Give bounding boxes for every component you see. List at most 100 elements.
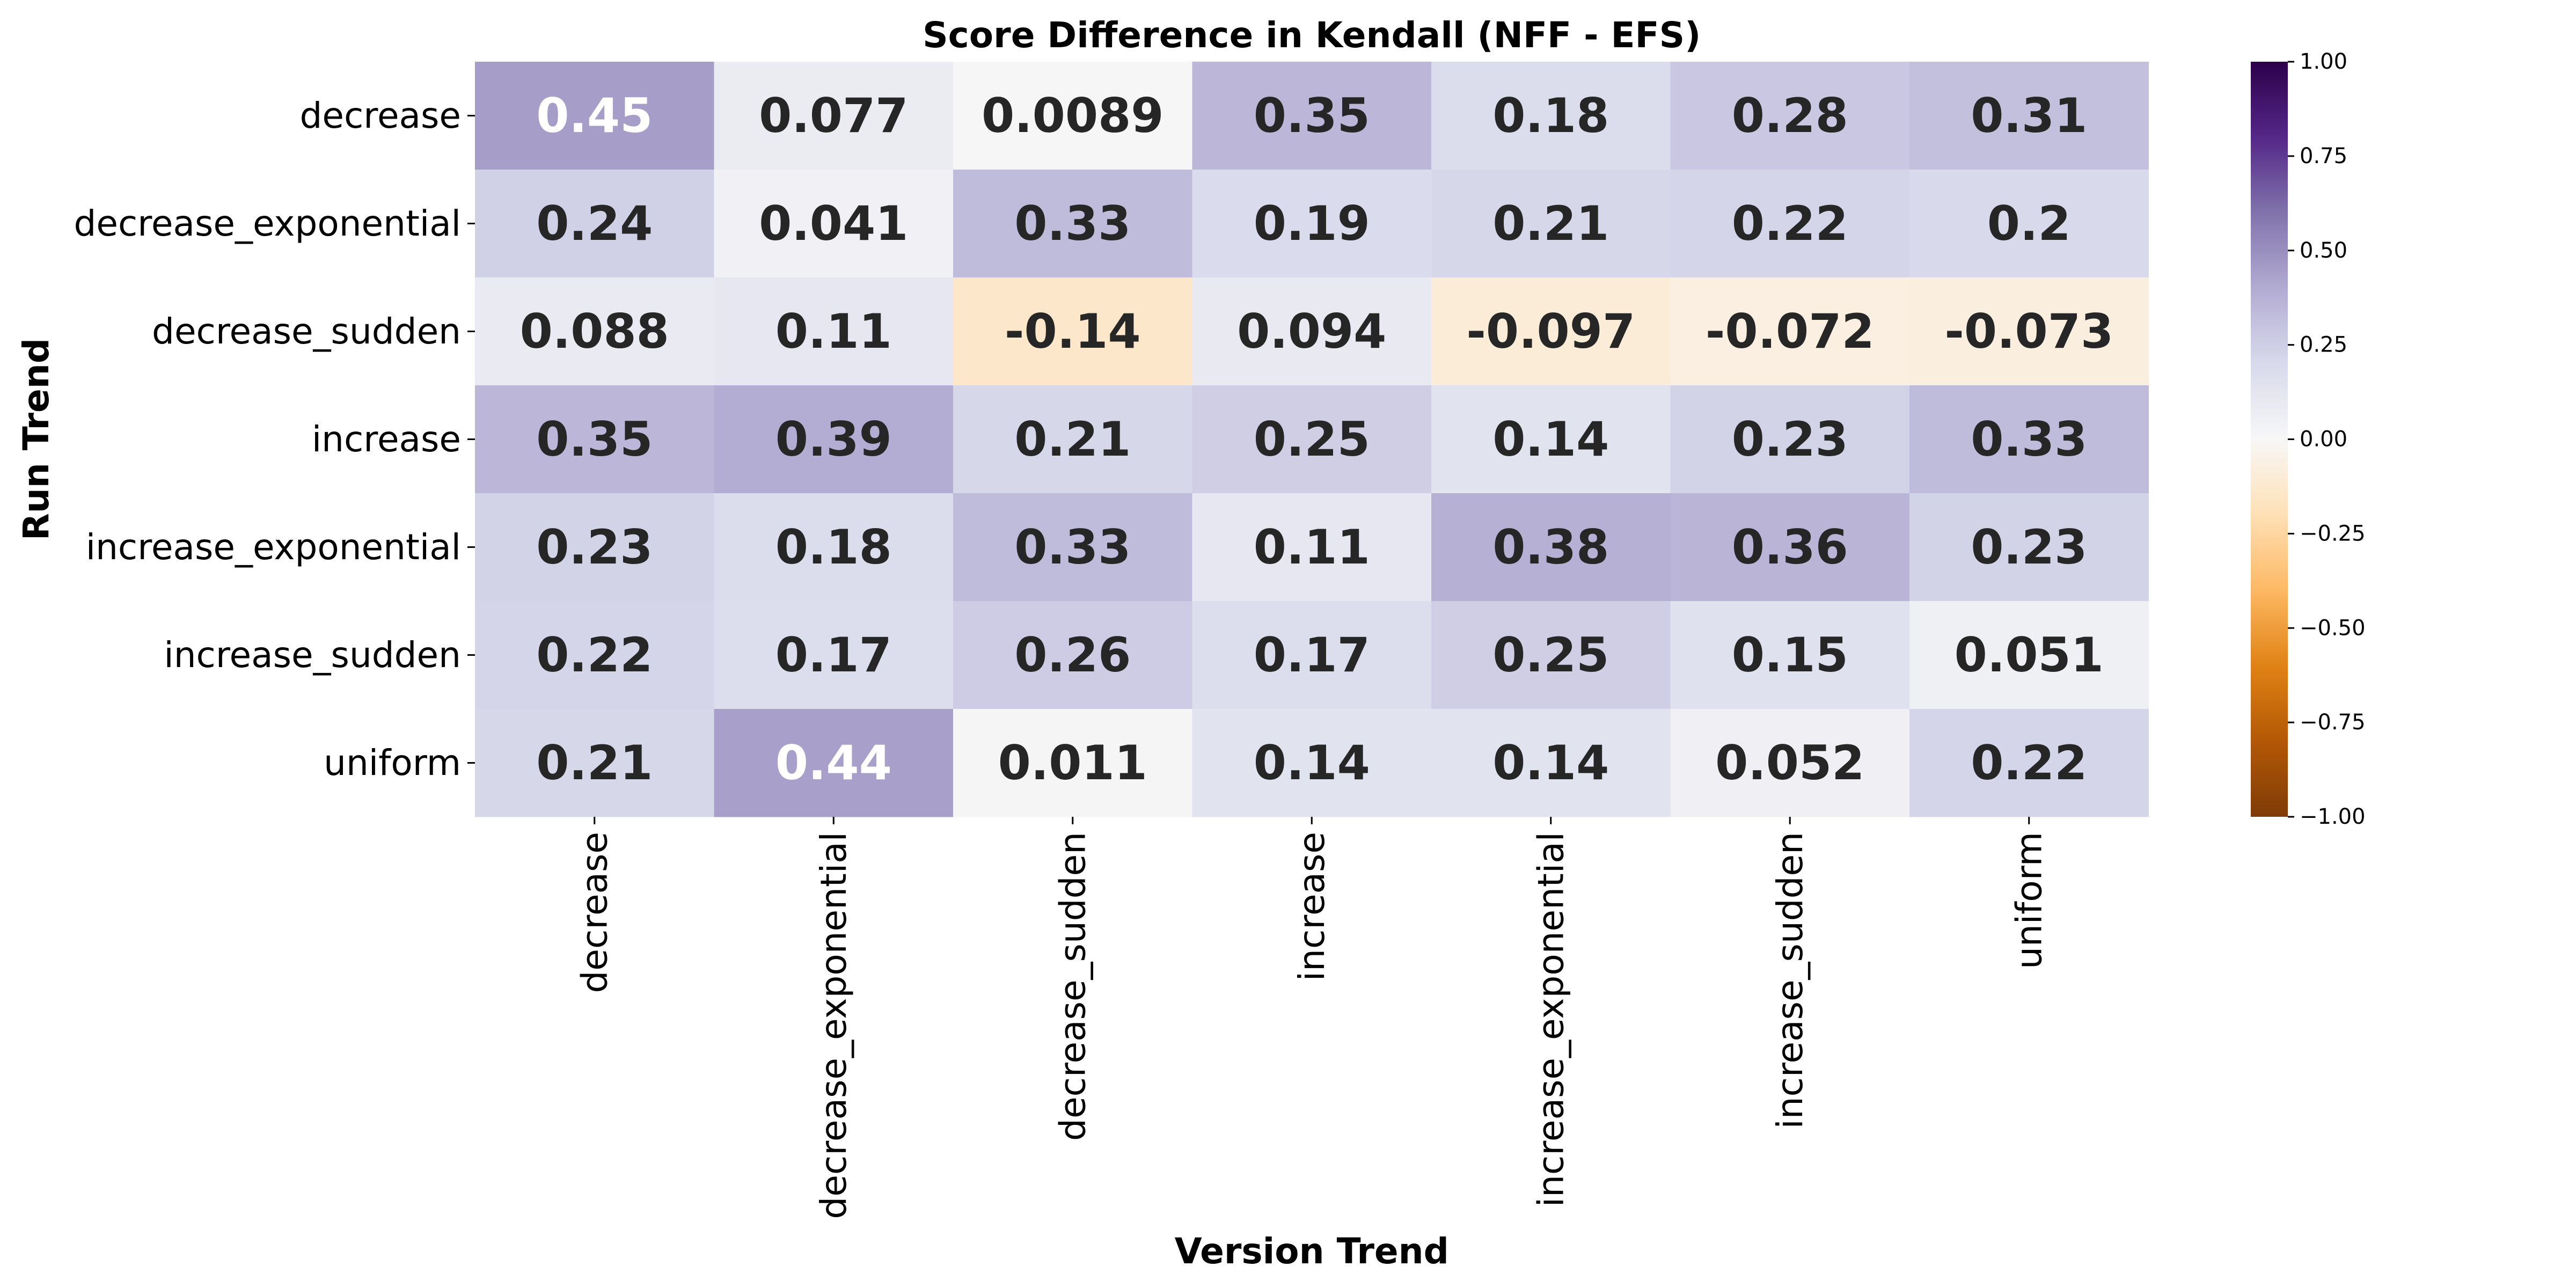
cell-value-label: 0.44 — [775, 735, 892, 791]
x-axis: decrease decrease_exponential decrease_sud… — [574, 817, 2050, 1219]
colorbar-gradient — [2251, 62, 2288, 817]
x-tick-label: decrease_sudden — [1052, 832, 1093, 1141]
heatmap-cell — [1192, 62, 1432, 170]
cell-value-label: 0.14 — [1492, 735, 1609, 791]
heatmap-cell — [953, 170, 1192, 278]
cell-value-label: 0.23 — [1732, 412, 1848, 467]
cell-value-label: 0.28 — [1732, 88, 1848, 143]
colorbar-tick-label: −0.75 — [2300, 710, 2366, 735]
cell-value-label: 0.25 — [1254, 412, 1370, 467]
heatmap-cell — [1431, 170, 1671, 278]
cell-value-label: 0.31 — [1971, 88, 2087, 143]
heatmap-cell — [1909, 709, 2149, 817]
heatmap-cell — [714, 385, 954, 494]
colorbar-tick-label: 0.25 — [2300, 333, 2347, 357]
heatmap-cell — [1670, 493, 1910, 602]
heatmap-cell — [1909, 170, 2149, 278]
heatmap-cell — [1431, 277, 1671, 386]
heatmap-cell — [1192, 385, 1432, 494]
heatmap-cell — [475, 601, 714, 709]
colorbar: 1.00 0.75 0.50 0.25 0.00 −0.25 −0.50 −0.75 −1.00 — [2251, 49, 2366, 829]
cell-value-label: 0.18 — [775, 519, 892, 575]
x-tick-label: increase_exponential — [1530, 832, 1571, 1207]
cell-value-label: 0.21 — [1014, 412, 1131, 467]
cell-value-label: 0.22 — [536, 627, 653, 683]
heatmap-cell — [1192, 277, 1432, 386]
heatmap-cell — [714, 601, 954, 709]
cell-value-label: 0.33 — [1971, 412, 2087, 467]
y-tick-label: increase_exponential — [86, 526, 461, 568]
cell-value-label: -0.14 — [1005, 304, 1141, 359]
y-axis: decrease decrease_exponential decrease_sud… — [74, 95, 475, 784]
cell-value-label: 0.24 — [536, 196, 653, 251]
heatmap-cell — [1431, 62, 1671, 170]
colorbar-tick-label: −1.00 — [2300, 804, 2366, 829]
heatmap-cell — [1192, 709, 1432, 817]
chart-title: Score Difference in Kendall (NFF - EFS) — [923, 14, 1701, 56]
x-tick-label: uniform — [2008, 832, 2050, 969]
heatmap-cell — [1192, 170, 1432, 278]
heatmap-cell — [1431, 601, 1671, 709]
cell-value-label: 0.38 — [1492, 519, 1609, 575]
x-tick-label: decrease — [574, 832, 615, 993]
cell-value-label: 0.39 — [775, 412, 892, 467]
heatmap-cell — [1192, 601, 1432, 709]
cell-value-label: 0.33 — [1014, 196, 1131, 251]
cell-value-label: 0.0089 — [982, 88, 1164, 143]
heatmap-cell — [953, 493, 1192, 602]
heatmap-cell — [714, 709, 954, 817]
colorbar-tick-label: −0.25 — [2300, 521, 2366, 546]
cell-value-label: 0.2 — [1987, 196, 2071, 251]
cell-value-label: 0.35 — [1254, 88, 1370, 143]
heatmap-cell — [953, 62, 1192, 170]
colorbar-ticks: 1.00 0.75 0.50 0.25 0.00 −0.25 −0.50 −0.75 −1.00 — [2288, 49, 2366, 829]
heatmap-cell-labels: 0.45 0.077 0.0089 0.35 0.18 0.28 0.31 0.24 0.041… — [520, 88, 2114, 791]
cell-value-label: 0.21 — [536, 735, 653, 791]
heatmap-cell — [1670, 277, 1910, 386]
cell-value-label: 0.051 — [1955, 627, 2104, 683]
y-axis-title: Run Trend — [16, 338, 57, 540]
heatmap-cell — [1909, 277, 2149, 386]
heatmap-cell — [475, 170, 714, 278]
y-tick-label: decrease — [299, 95, 461, 136]
heatmap-cell — [1670, 62, 1910, 170]
colorbar-tick-label: 1.00 — [2300, 49, 2347, 74]
cell-value-label: 0.18 — [1492, 88, 1609, 143]
cell-value-label: 0.094 — [1237, 304, 1386, 359]
cell-value-label: 0.011 — [998, 735, 1147, 791]
x-axis-title: Version Trend — [1175, 1231, 1449, 1272]
heatmap-cell — [475, 709, 714, 817]
heatmap-cell — [1670, 385, 1910, 494]
cell-value-label: 0.041 — [759, 196, 908, 251]
cell-value-label: 0.25 — [1492, 627, 1609, 683]
cell-value-label: 0.23 — [536, 519, 653, 575]
heatmap-cell — [1909, 601, 2149, 709]
heatmap-cell — [1670, 601, 1910, 709]
cell-value-label: 0.11 — [775, 304, 892, 359]
heatmap-cell — [1670, 709, 1910, 817]
colorbar-tick-label: −0.50 — [2300, 616, 2366, 640]
heatmap-cell — [475, 493, 714, 602]
cell-value-label: 0.17 — [1254, 627, 1370, 683]
cell-value-label: 0.36 — [1732, 519, 1848, 575]
heatmap-cells — [475, 62, 2149, 817]
cell-value-label: 0.17 — [775, 627, 892, 683]
heatmap-cell — [1431, 709, 1671, 817]
cell-value-label: 0.11 — [1254, 519, 1370, 575]
cell-value-label: -0.073 — [1944, 304, 2113, 359]
heatmap-cell — [1431, 385, 1671, 494]
heatmap-cell — [714, 170, 954, 278]
cell-value-label: 0.077 — [759, 88, 908, 143]
heatmap-cell — [953, 709, 1192, 817]
cell-value-label: 0.23 — [1971, 519, 2087, 575]
cell-value-label: 0.14 — [1492, 412, 1609, 467]
y-tick-label: uniform — [324, 742, 461, 784]
cell-value-label: 0.052 — [1715, 735, 1864, 791]
heatmap-cell — [714, 277, 954, 386]
colorbar-tick-label: 0.50 — [2300, 238, 2347, 263]
x-tick-label: increase — [1291, 832, 1333, 981]
cell-value-label: 0.19 — [1254, 196, 1370, 251]
cell-value-label: 0.35 — [536, 412, 653, 467]
cell-value-label: -0.072 — [1706, 304, 1875, 359]
